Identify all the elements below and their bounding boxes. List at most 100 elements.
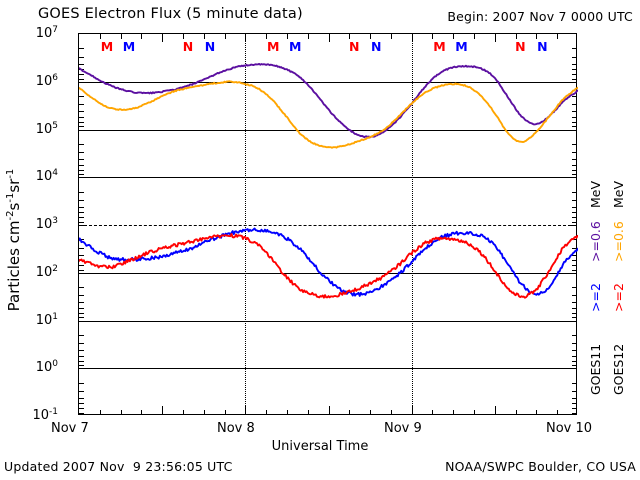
- chart-traces: [79, 62, 578, 299]
- event-marker-m: M: [288, 39, 302, 54]
- y-minor-tick: [79, 217, 84, 219]
- y-major-tick: [79, 272, 87, 274]
- x-minor-tick-top: [515, 34, 517, 39]
- y-minor-tick-right: [571, 265, 576, 267]
- x-major-tick-top: [328, 34, 330, 42]
- y-minor-tick: [79, 302, 84, 304]
- x-minor-tick: [349, 409, 351, 414]
- legend-goes12-series-lo: >=0.6: [611, 221, 626, 262]
- y-minor-tick: [79, 307, 84, 309]
- legend-goes11-unit: MeV: [588, 180, 603, 208]
- x-minor-tick-top: [286, 34, 288, 39]
- x-minor-tick: [224, 409, 226, 414]
- gridline-1e2: [79, 272, 576, 274]
- y-minor-tick-right: [571, 152, 576, 154]
- trace-goes11-2-mev: [79, 227, 578, 297]
- y-minor-tick: [79, 295, 84, 297]
- y-minor-tick: [79, 397, 84, 399]
- x-minor-tick-top: [474, 34, 476, 39]
- legend-goes12-series-hi: >=2: [611, 283, 626, 312]
- y-major-tick: [79, 81, 87, 83]
- y-axis-title: Particles cm-2s-1sr-1: [5, 168, 23, 312]
- y-minor-tick: [79, 365, 84, 367]
- y-minor-tick-right: [571, 212, 576, 214]
- y-minor-tick-right: [571, 221, 576, 223]
- trace-goes11-0-6-mev: [79, 62, 578, 139]
- y-minor-tick-right: [571, 169, 576, 171]
- x-minor-tick-top: [120, 34, 122, 39]
- y-minor-tick-right: [571, 343, 576, 345]
- y-minor-tick-right: [571, 191, 576, 193]
- y-minor-tick-right: [571, 78, 576, 80]
- y-minor-tick-right: [571, 48, 576, 50]
- y-minor-tick-right: [571, 295, 576, 297]
- x-minor-tick-top: [307, 34, 309, 39]
- y-minor-tick: [79, 317, 84, 319]
- x-minor-tick: [182, 409, 184, 414]
- legend-goes12-satellite: GOES12: [611, 343, 626, 395]
- x-minor-tick: [536, 409, 538, 414]
- x-tick-label-nov8: Nov 8: [217, 421, 255, 436]
- y-minor-tick: [79, 63, 84, 65]
- event-marker-n: N: [537, 39, 548, 54]
- y-minor-tick: [79, 312, 84, 314]
- y-major-tick: [79, 225, 87, 226]
- x-major-tick-top: [411, 34, 413, 42]
- y-minor-tick: [79, 254, 84, 256]
- y-minor-tick-right: [571, 355, 576, 357]
- x-minor-tick: [432, 409, 434, 414]
- y-tick-label: 101: [35, 311, 58, 328]
- y-major-tick: [79, 320, 87, 322]
- y-tick-label: 105: [35, 120, 58, 137]
- y-minor-tick-right: [571, 382, 576, 384]
- y-minor-tick-right: [571, 312, 576, 314]
- y-major-tick: [79, 368, 87, 370]
- y-minor-tick: [79, 408, 84, 410]
- legend-goes12-unit: MeV: [611, 180, 626, 208]
- day-separator-nov8: [245, 34, 247, 414]
- credit-label: NOAA/SWPC Boulder, CO USA: [445, 459, 636, 474]
- x-minor-tick-top: [536, 34, 538, 39]
- x-minor-tick-top: [453, 34, 455, 39]
- y-minor-tick: [79, 121, 84, 123]
- gridline-1e4: [79, 177, 576, 179]
- event-marker-m: M: [100, 39, 114, 54]
- y-minor-tick: [79, 355, 84, 357]
- y-minor-tick: [79, 360, 84, 362]
- y-minor-tick: [79, 174, 84, 176]
- y-minor-tick: [79, 159, 84, 160]
- event-marker-n: N: [370, 39, 382, 54]
- x-minor-tick: [99, 409, 101, 414]
- x-major-tick-top: [245, 34, 247, 42]
- y-major-tick-right: [568, 320, 576, 322]
- x-minor-tick-top: [141, 34, 143, 39]
- x-tick-label-nov10: Nov 10: [546, 421, 593, 436]
- updated-timestamp: Updated 2007 Nov 9 23:56:05 UTC: [4, 459, 233, 474]
- x-minor-tick: [474, 409, 476, 414]
- gridline-1e1: [79, 320, 576, 322]
- y-major-tick-right: [568, 225, 576, 226]
- gridline-1e0: [79, 368, 576, 370]
- event-marker-n: N: [182, 39, 194, 54]
- y-minor-tick: [79, 334, 84, 336]
- y-minor-tick-right: [571, 350, 576, 351]
- y-minor-tick: [79, 412, 84, 414]
- event-marker-n: N: [348, 39, 360, 54]
- x-minor-tick: [141, 409, 143, 414]
- y-minor-tick-right: [571, 199, 576, 201]
- trace-goes12-0-6-mev: [79, 80, 578, 149]
- y-minor-tick-right: [571, 287, 576, 289]
- y-tick-label: 107: [35, 24, 58, 42]
- event-marker-m: M: [266, 39, 280, 54]
- y-minor-tick-right: [571, 260, 576, 262]
- y-minor-tick-right: [571, 390, 576, 392]
- y-minor-tick: [79, 403, 84, 405]
- y-minor-tick-right: [571, 104, 576, 106]
- y-minor-tick-right: [571, 397, 576, 399]
- y-minor-tick-right: [571, 174, 576, 176]
- x-minor-tick: [557, 409, 559, 414]
- x-minor-tick-top: [182, 34, 184, 39]
- x-major-tick: [328, 406, 330, 414]
- event-marker-n: N: [204, 39, 216, 54]
